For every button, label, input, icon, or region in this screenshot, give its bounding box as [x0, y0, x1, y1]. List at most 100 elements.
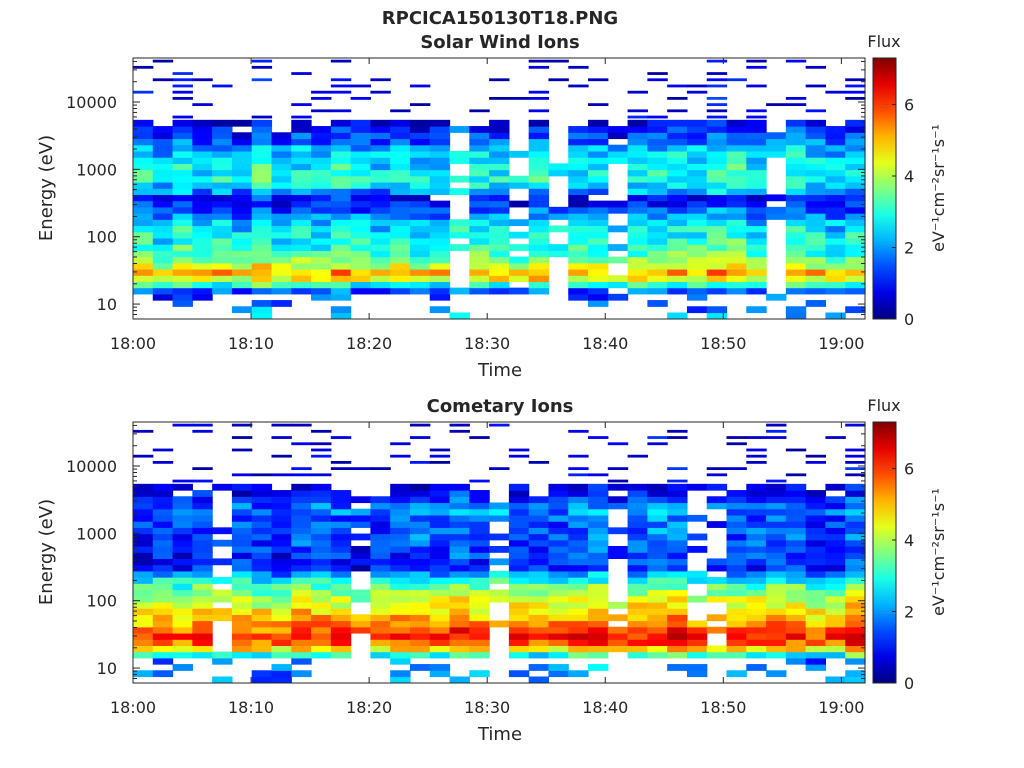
spectrogram-cell: [568, 670, 589, 678]
spectrogram-cell: [588, 436, 609, 439]
spectrogram-cell: [627, 262, 648, 270]
spectrogram-cell: [469, 436, 490, 439]
colorbar-tick-label: 6: [904, 459, 914, 478]
spectrogram-cell: [172, 651, 193, 659]
spectrogram-cell: [845, 533, 866, 541]
spectrogram-cell: [409, 268, 431, 276]
spectrogram-cell: [251, 508, 273, 516]
spectrogram-cell: [726, 558, 747, 566]
spectrogram-cell: [172, 163, 193, 171]
spectrogram-cell: [627, 157, 648, 164]
spectrogram-cell: [686, 90, 708, 94]
spectrogram-cell: [330, 570, 352, 578]
spectrogram-cell: [370, 281, 391, 289]
spectrogram-cell: [568, 564, 589, 572]
spectrogram-cell: [489, 126, 510, 133]
spectrogram-cell: [489, 194, 510, 202]
spectrogram-cell: [271, 132, 292, 140]
spectrogram-cell: [152, 496, 174, 504]
spectrogram-cell: [845, 150, 866, 158]
spectrogram-cell: [528, 552, 550, 560]
spectrogram-cell: [291, 508, 312, 516]
spectrogram-cell: [785, 473, 807, 477]
spectrogram-cell: [528, 268, 550, 276]
spectrogram-cell: [449, 490, 470, 497]
spectrogram-cell: [192, 200, 213, 208]
spectrogram-cell: [370, 589, 391, 597]
spectrogram-cell: [805, 225, 827, 233]
spectrogram-cell: [231, 150, 253, 158]
spectrogram-cell: [172, 601, 193, 609]
spectrogram-cell: [627, 595, 648, 603]
spectrogram-cell: [469, 275, 490, 283]
spectrogram-cells: [133, 423, 866, 684]
spectrogram-cell: [172, 268, 193, 276]
spectrogram-cell: [172, 639, 193, 647]
spectrogram-cell: [172, 78, 193, 82]
spectrogram-cell: [548, 163, 569, 171]
spectrogram-cell: [508, 508, 530, 516]
spectrogram-cell: [647, 570, 668, 578]
spectrogram-cell: [845, 645, 866, 653]
spectrogram-cell: [706, 268, 728, 276]
spectrogram-cell: [390, 552, 411, 560]
spectrogram-cell: [152, 620, 174, 628]
spectrogram-cell: [489, 533, 510, 541]
spectrogram-cell: [607, 467, 629, 471]
spectrogram-cell: [805, 213, 827, 220]
spectrogram-cell: [766, 539, 787, 547]
spectrogram-cell: [825, 502, 846, 510]
spectrogram-cell: [825, 250, 846, 258]
spectrogram-cell: [449, 219, 470, 227]
spectrogram-cell: [785, 206, 807, 214]
spectrogram-cell: [311, 583, 332, 591]
spectrogram-cell: [667, 521, 688, 528]
spectrogram-cell: [548, 595, 569, 603]
spectrogram-cell: [192, 293, 213, 301]
spectrogram-cell: [390, 268, 411, 276]
spectrogram-cell: [469, 109, 490, 113]
spectrogram-cell: [766, 150, 787, 158]
spectrogram-cell: [746, 614, 767, 622]
spectrogram-cell: [825, 614, 846, 622]
spectrogram-cell: [291, 150, 312, 158]
spectrogram-cell: [192, 595, 213, 603]
spectrogram-cell: [588, 287, 609, 295]
spectrogram-cell: [588, 231, 609, 239]
spectrogram-cell: [508, 639, 530, 647]
spectrogram-cell: [469, 132, 490, 140]
spectrogram-cell: [686, 194, 708, 202]
spectrogram-cell: [133, 570, 154, 578]
spectrogram-cell: [192, 132, 213, 140]
spectrogram-cell: [469, 514, 490, 522]
spectrogram-cell: [231, 508, 253, 516]
spectrogram-cell: [350, 533, 371, 541]
spectrogram-cell: [370, 206, 391, 214]
spectrogram-cell: [330, 225, 352, 233]
spectrogram-cell: [409, 558, 431, 566]
spectrogram-cell: [291, 490, 312, 497]
spectrogram-cell: [588, 144, 609, 152]
spectrogram-cell: [588, 533, 609, 541]
spectrogram-cell: [172, 250, 193, 258]
spectrogram-cell: [271, 626, 292, 634]
spectrogram-cell: [251, 225, 273, 233]
spectrogram-cell: [706, 281, 728, 289]
spectrogram-cell: [588, 78, 609, 82]
spectrogram-cell: [627, 119, 648, 127]
spectrogram-cell: [390, 213, 411, 220]
spectrogram-cell: [251, 490, 273, 497]
spectrogram-cell: [548, 564, 569, 572]
spectrogram-cell: [390, 281, 411, 289]
spectrogram-cell: [409, 250, 431, 258]
spectrogram-cell: [805, 601, 827, 609]
spectrogram-cell: [311, 144, 332, 152]
spectrogram-cell: [607, 275, 629, 283]
spectrogram-cell: [686, 293, 708, 301]
spectrogram-cell: [350, 150, 371, 158]
spectrogram-cell: [429, 250, 451, 258]
spectrogram-cell: [390, 508, 411, 516]
spectrogram-cell: [330, 244, 352, 251]
spectrogram-cell: [291, 595, 312, 603]
spectrogram-cell: [805, 132, 827, 140]
